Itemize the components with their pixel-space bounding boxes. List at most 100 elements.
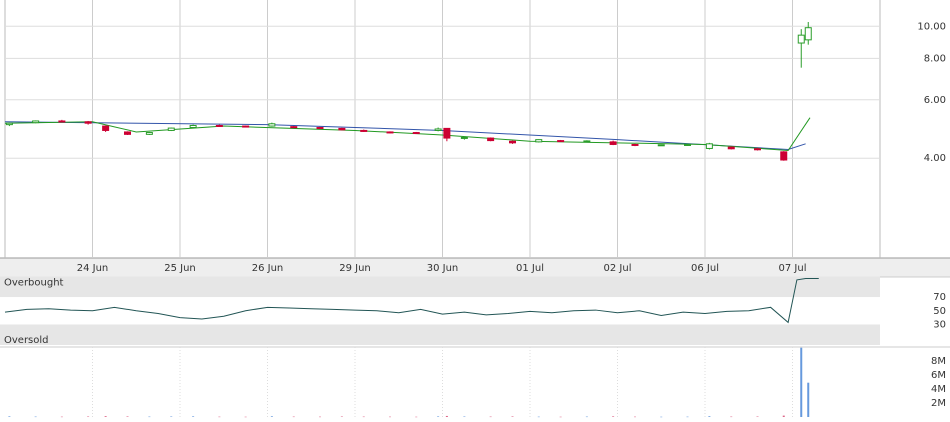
candle-body bbox=[215, 124, 223, 127]
candle-body bbox=[338, 127, 346, 131]
volume-bar bbox=[244, 416, 247, 418]
y-tick-label: 10.00 bbox=[917, 21, 946, 32]
moving-average bbox=[4, 117, 811, 152]
candle-body bbox=[460, 136, 468, 139]
band bbox=[0, 276, 880, 298]
candle-body bbox=[124, 131, 131, 135]
x-tick-label: 01 Jul bbox=[516, 263, 544, 274]
x-tick-label: 26 Jun bbox=[252, 263, 284, 274]
date-strip bbox=[0, 258, 950, 277]
volume-bar bbox=[270, 416, 273, 417]
volume-bar bbox=[730, 416, 733, 418]
candle-body bbox=[167, 127, 175, 131]
oscillator-line bbox=[4, 278, 819, 324]
candle-body bbox=[487, 137, 495, 142]
candle-body bbox=[412, 132, 420, 135]
y-tick-label: 30 bbox=[933, 319, 946, 330]
candle-body bbox=[780, 151, 788, 161]
band-label: Oversold bbox=[4, 335, 49, 346]
volume-bar bbox=[170, 416, 173, 418]
volume-bar bbox=[445, 415, 448, 417]
candle-body bbox=[189, 124, 197, 129]
candle-body bbox=[145, 132, 153, 135]
candle-body bbox=[84, 121, 92, 124]
y-tick-label: 4M bbox=[931, 384, 946, 395]
x-tick-label: 07 Jul bbox=[779, 263, 807, 274]
candle-body bbox=[290, 126, 298, 129]
volume-bar bbox=[319, 416, 321, 418]
y-tick-label: 70 bbox=[933, 292, 946, 303]
x-tick-label: 02 Jul bbox=[604, 263, 632, 274]
candle-body bbox=[434, 128, 442, 131]
candle-body bbox=[102, 125, 110, 131]
candle-body bbox=[705, 143, 713, 149]
candle-body bbox=[727, 146, 735, 150]
volume-bar bbox=[60, 416, 63, 418]
volume-bar bbox=[87, 416, 90, 418]
band bbox=[0, 324, 880, 345]
candle-body bbox=[509, 140, 516, 144]
candle-body bbox=[684, 143, 691, 146]
y-tick-label: 6.00 bbox=[924, 95, 946, 106]
candle-body bbox=[386, 131, 394, 134]
x-tick-label: 06 Jul bbox=[691, 263, 719, 274]
volume-bar bbox=[8, 416, 11, 417]
candle-body bbox=[5, 122, 13, 126]
band-label: Overbought bbox=[4, 278, 64, 289]
volume-bar bbox=[559, 416, 562, 418]
y-tick-label: 4.00 bbox=[924, 153, 946, 164]
y-tick-label: 8.00 bbox=[924, 53, 946, 64]
candle-body bbox=[535, 139, 543, 143]
y-tick-label: 2M bbox=[931, 398, 946, 409]
volume-bar bbox=[585, 416, 588, 418]
volume-bar bbox=[362, 416, 365, 418]
x-tick-label: 24 Jun bbox=[77, 263, 109, 274]
volume-bar bbox=[192, 416, 195, 417]
volume-bar bbox=[389, 416, 391, 418]
volume-bar bbox=[218, 416, 221, 418]
volume-bar bbox=[537, 416, 540, 418]
x-tick-label: 30 Jun bbox=[427, 263, 459, 274]
candle-body bbox=[443, 127, 451, 139]
volume-bar bbox=[511, 416, 514, 417]
x-tick-label: 25 Jun bbox=[164, 263, 196, 274]
volume-bar bbox=[489, 416, 492, 418]
moving-average bbox=[4, 121, 806, 150]
volume-bar bbox=[686, 416, 689, 418]
volume-bar bbox=[756, 416, 759, 418]
x-tick-label: 29 Jun bbox=[339, 263, 371, 274]
y-tick-label: 50 bbox=[933, 306, 946, 317]
candle-body bbox=[631, 143, 639, 146]
volume-bar bbox=[463, 416, 466, 418]
candle-body bbox=[557, 140, 565, 143]
volume-bar bbox=[148, 416, 151, 418]
volume-bar bbox=[340, 416, 343, 418]
candle-body bbox=[583, 140, 591, 143]
volume-bar bbox=[800, 347, 803, 417]
y-tick-label: 8M bbox=[931, 356, 946, 367]
candle-body bbox=[242, 125, 250, 128]
volume-bar bbox=[437, 416, 440, 417]
candle-body bbox=[609, 141, 617, 145]
candle-body bbox=[268, 123, 276, 127]
candle-body bbox=[804, 27, 812, 41]
candle-body bbox=[657, 144, 665, 147]
volume-bar bbox=[612, 416, 615, 417]
volume-bar bbox=[634, 416, 636, 418]
volume-bar bbox=[126, 416, 129, 417]
volume-bar bbox=[292, 416, 295, 418]
y-tick-label: 6M bbox=[931, 370, 946, 381]
volume-bar bbox=[104, 416, 107, 417]
volume-bar bbox=[782, 415, 785, 417]
candle-body bbox=[754, 148, 761, 151]
candle-body bbox=[58, 120, 66, 123]
candle-body bbox=[360, 129, 368, 132]
volume-bar bbox=[708, 416, 711, 417]
volume-bar bbox=[807, 382, 810, 417]
candle-body bbox=[316, 127, 324, 130]
volume-bar bbox=[415, 416, 418, 418]
candle-body bbox=[797, 34, 805, 44]
volume-bar bbox=[34, 416, 37, 418]
